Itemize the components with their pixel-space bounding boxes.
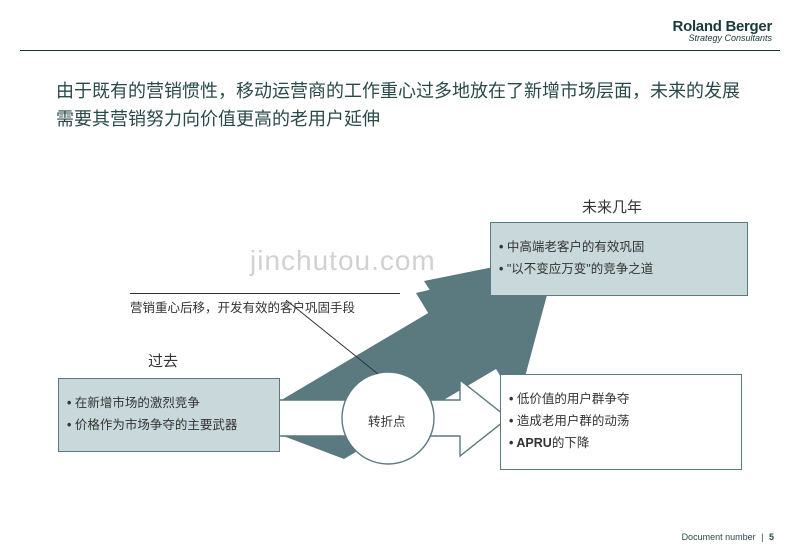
outcome-box: 低价值的用户群争夺 造成老用户群的动荡 APRU的下降 xyxy=(500,374,742,470)
list-item: 低价值的用户群争夺 xyxy=(509,389,727,411)
list-item: 价格作为市场争夺的主要武器 xyxy=(67,415,265,437)
list-item: 在新增市场的激烈竞争 xyxy=(67,393,265,415)
future-box: 中高端老客户的有效巩固 "以不变应万变"的竞争之道 xyxy=(490,222,748,296)
apru-bold: APRU xyxy=(516,436,551,450)
past-box-list: 在新增市场的激烈竞争 价格作为市场争夺的主要武器 xyxy=(67,393,265,437)
list-item: APRU的下降 xyxy=(509,433,727,455)
footer-page: 5 xyxy=(769,532,774,542)
footer: Document number | 5 xyxy=(682,532,774,542)
footer-sep: | xyxy=(761,532,763,542)
list-item: 中高端老客户的有效巩固 xyxy=(499,237,733,259)
past-box: 在新增市场的激烈竞争 价格作为市场争夺的主要武器 xyxy=(58,378,280,452)
label-future: 未来几年 xyxy=(582,196,642,217)
list-item: 造成老用户群的动荡 xyxy=(509,411,727,433)
outcome-box-list: 低价值的用户群争夺 造成老用户群的动荡 APRU的下降 xyxy=(509,389,727,455)
label-past: 过去 xyxy=(148,350,178,371)
future-box-list: 中高端老客户的有效巩固 "以不变应万变"的竞争之道 xyxy=(499,237,733,281)
list-item: "以不变应万变"的竞争之道 xyxy=(499,259,733,281)
turning-point-label-2: 转折点 xyxy=(368,411,406,430)
footer-doc: Document number xyxy=(682,532,756,542)
callout-text: 营销重心后移，开发有效的客户巩固手段 xyxy=(130,293,400,316)
